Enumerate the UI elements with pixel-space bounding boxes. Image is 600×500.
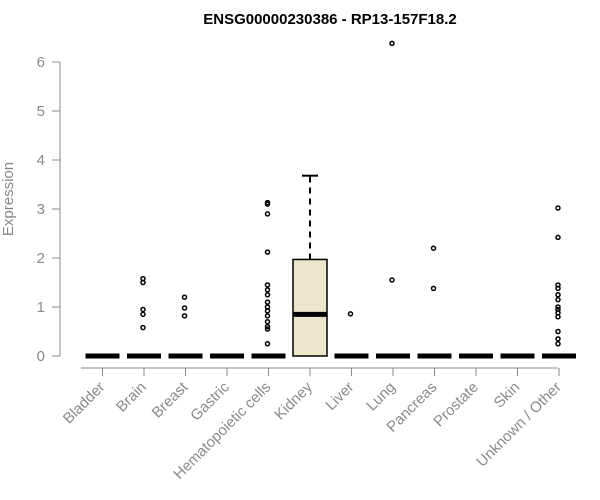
outlier-point: [555, 314, 561, 320]
y-tick-label: 6: [37, 54, 45, 71]
x-tick-label: Liver: [322, 379, 357, 414]
box-iqr: [292, 258, 328, 357]
chart-title: ENSG00000230386 - RP13-157F18.2: [203, 11, 457, 28]
outlier-point: [140, 311, 146, 318]
y-tick-label: 0: [37, 348, 45, 365]
outlier-point: [264, 341, 271, 347]
outlier-point: [140, 324, 146, 331]
outlier-point: [264, 282, 271, 288]
outlier-point: [389, 277, 395, 283]
outlier-point: [264, 323, 271, 330]
y-tick-label: 4: [37, 152, 45, 169]
outlier-point: [264, 287, 271, 293]
outlier-point: [555, 285, 561, 292]
x-tick-label: Brain: [113, 379, 150, 416]
outlier-point: [181, 294, 188, 300]
outlier-point: [264, 313, 271, 319]
outlier-point: [264, 292, 271, 298]
outlier-point: [264, 211, 271, 217]
outlier-point: [140, 306, 146, 313]
outlier-point: [555, 292, 561, 298]
y-axis-label: Expression: [0, 162, 17, 236]
x-tick-label: Skin: [491, 379, 524, 412]
y-tick-label: 5: [37, 103, 45, 120]
box-group: [334, 311, 369, 359]
outlier-point: [555, 205, 561, 211]
outlier-point: [555, 336, 561, 342]
box-group: [376, 40, 410, 359]
outlier-point: [264, 326, 271, 332]
box-group: [542, 205, 576, 359]
x-tick-label: Kidney: [271, 378, 316, 423]
outlier-point: [181, 305, 188, 311]
y-tick-label: 2: [37, 250, 45, 267]
outlier-point: [140, 279, 146, 286]
outlier-point: [430, 285, 437, 292]
x-tick-label: Prostate: [430, 379, 482, 431]
box-series: [85, 40, 576, 359]
x-tick-label: Bladder: [60, 379, 109, 428]
outlier-point: [181, 313, 188, 319]
outlier-point: [555, 328, 561, 335]
outlier-point: [347, 311, 354, 317]
box-group: [417, 245, 452, 359]
outlier-point: [389, 40, 395, 47]
outlier-point: [555, 296, 561, 303]
x-tick-label: Breast: [149, 378, 192, 421]
outlier-point: [555, 341, 561, 347]
outlier-point: [430, 245, 437, 251]
outlier-point: [264, 299, 271, 305]
box-group: [292, 174, 328, 357]
outlier-point: [555, 234, 561, 241]
outlier-point: [264, 201, 271, 207]
outlier-point: [264, 249, 271, 255]
outlier-point: [264, 308, 271, 314]
outlier-point: [264, 318, 271, 325]
y-tick-label: 3: [37, 201, 45, 218]
y-axis-ticks: 0 1 2 3 4 5 6: [37, 54, 60, 365]
box-group: [168, 294, 203, 359]
box-group: [251, 199, 286, 359]
box-group: [127, 275, 161, 359]
outlier-point: [555, 304, 561, 310]
y-tick-label: 1: [37, 299, 45, 316]
x-tick-label: Lung: [363, 379, 399, 415]
